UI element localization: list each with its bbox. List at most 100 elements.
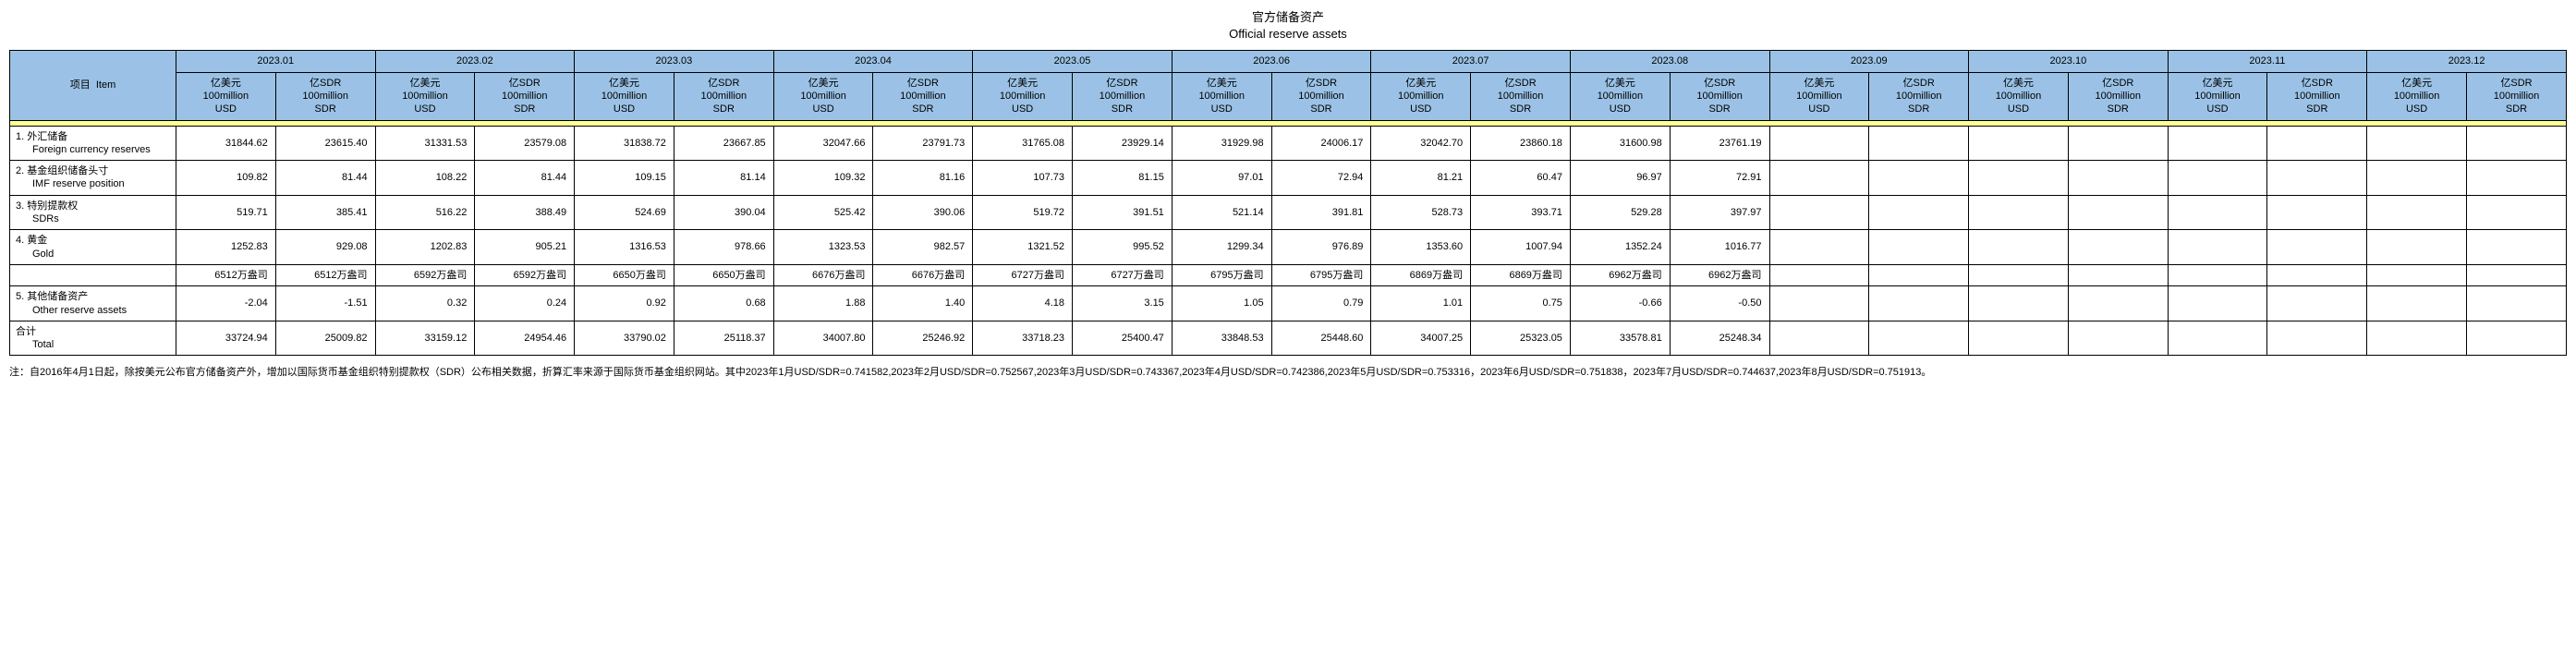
cell-value: 978.66 (674, 230, 773, 265)
header-month: 2023.02 (375, 51, 575, 72)
header-sdr: 亿SDR100millionSDR (275, 72, 375, 120)
cell-value: 24954.46 (475, 321, 575, 356)
cell-value: 33578.81 (1570, 321, 1670, 356)
cell-value (1769, 161, 1869, 196)
cell-value (2466, 286, 2566, 321)
cell-value: 0.68 (674, 286, 773, 321)
cell-value: -0.66 (1570, 286, 1670, 321)
cell-value: 6592万盎司 (375, 264, 475, 285)
header-usd: 亿美元100millionUSD (1570, 72, 1670, 120)
cell-value (2068, 161, 2168, 196)
cell-value (2466, 161, 2566, 196)
header-usd: 亿美元100millionUSD (375, 72, 475, 120)
cell-value (2367, 230, 2467, 265)
cell-value (2367, 264, 2467, 285)
cell-value: 995.52 (1073, 230, 1173, 265)
cell-value: 1316.53 (575, 230, 674, 265)
header-usd: 亿美元100millionUSD (2168, 72, 2267, 120)
cell-value: 32042.70 (1371, 126, 1471, 161)
cell-value: 982.57 (873, 230, 973, 265)
cell-value: 529.28 (1570, 195, 1670, 230)
cell-value: 390.06 (873, 195, 973, 230)
row-label: 1. 外汇储备Foreign currency reserves (10, 126, 176, 161)
table-row: 4. 黄金Gold1252.83929.081202.83905.211316.… (10, 230, 2567, 265)
cell-value: 1321.52 (973, 230, 1073, 265)
cell-value (2168, 321, 2267, 356)
cell-value: 23791.73 (873, 126, 973, 161)
row-label: 3. 特别提款权SDRs (10, 195, 176, 230)
cell-value (1969, 286, 2069, 321)
header-sdr: 亿SDR100millionSDR (2267, 72, 2367, 120)
header-usd: 亿美元100millionUSD (773, 72, 873, 120)
cell-value: 388.49 (475, 195, 575, 230)
cell-value: 23615.40 (275, 126, 375, 161)
cell-value: 109.32 (773, 161, 873, 196)
cell-value (2267, 195, 2367, 230)
cell-value (2267, 286, 2367, 321)
cell-value: 4.18 (973, 286, 1073, 321)
cell-value (1769, 195, 1869, 230)
cell-value (1769, 230, 1869, 265)
cell-value: 391.81 (1271, 195, 1371, 230)
header-month: 2023.05 (973, 51, 1173, 72)
header-sdr: 亿SDR100millionSDR (1471, 72, 1571, 120)
header-sdr: 亿SDR100millionSDR (475, 72, 575, 120)
header-month: 2023.03 (575, 51, 774, 72)
table-row: 3. 特别提款权SDRs519.71385.41516.22388.49524.… (10, 195, 2567, 230)
cell-value: 34007.80 (773, 321, 873, 356)
reserve-assets-table: 项目 Item2023.012023.022023.032023.042023.… (9, 50, 2567, 356)
cell-value: 528.73 (1371, 195, 1471, 230)
header-month: 2023.07 (1371, 51, 1571, 72)
cell-value (1769, 126, 1869, 161)
header-month: 2023.06 (1172, 51, 1371, 72)
cell-value (1869, 321, 1969, 356)
header-usd: 亿美元100millionUSD (575, 72, 674, 120)
cell-value: 516.22 (375, 195, 475, 230)
cell-value: 6592万盎司 (475, 264, 575, 285)
cell-value (1869, 264, 1969, 285)
cell-value (2367, 161, 2467, 196)
header-month: 2023.04 (773, 51, 973, 72)
cell-value: 397.97 (1670, 195, 1769, 230)
cell-value: 81.16 (873, 161, 973, 196)
cell-value: 23929.14 (1073, 126, 1173, 161)
cell-value: 6512万盎司 (176, 264, 276, 285)
cell-value: 108.22 (375, 161, 475, 196)
cell-value: 6727万盎司 (973, 264, 1073, 285)
cell-value (1869, 286, 1969, 321)
table-row: 合计Total33724.9425009.8233159.1224954.463… (10, 321, 2567, 356)
header-sdr: 亿SDR100millionSDR (1670, 72, 1769, 120)
header-sdr: 亿SDR100millionSDR (674, 72, 773, 120)
footnote: 注：自2016年4月1日起，除按美元公布官方储备资产外，增加以国际货币基金组织特… (9, 365, 2567, 381)
cell-value (1769, 286, 1869, 321)
header-month: 2023.08 (1570, 51, 1769, 72)
table-row: 5. 其他储备资产Other reserve assets-2.04-1.510… (10, 286, 2567, 321)
cell-value: 24006.17 (1271, 126, 1371, 161)
cell-value: 1.01 (1371, 286, 1471, 321)
header-sdr: 亿SDR100millionSDR (1271, 72, 1371, 120)
cell-value: 1016.77 (1670, 230, 1769, 265)
cell-value: 33848.53 (1172, 321, 1271, 356)
header-item-label: 项目 Item (10, 51, 176, 120)
cell-value (2168, 264, 2267, 285)
cell-value (1969, 321, 2069, 356)
cell-value: 6869万盎司 (1471, 264, 1571, 285)
cell-value: 6962万盎司 (1670, 264, 1769, 285)
cell-value (2466, 321, 2566, 356)
cell-value (2068, 126, 2168, 161)
cell-value: 23761.19 (1670, 126, 1769, 161)
cell-value: -0.50 (1670, 286, 1769, 321)
cell-value: 0.79 (1271, 286, 1371, 321)
cell-value: 6676万盎司 (773, 264, 873, 285)
cell-value: 0.24 (475, 286, 575, 321)
cell-value: -2.04 (176, 286, 276, 321)
cell-value: 905.21 (475, 230, 575, 265)
cell-value: 6727万盎司 (1073, 264, 1173, 285)
cell-value: 391.51 (1073, 195, 1173, 230)
cell-value (2168, 230, 2267, 265)
cell-value (1869, 195, 1969, 230)
cell-value: 31331.53 (375, 126, 475, 161)
cell-value: 107.73 (973, 161, 1073, 196)
page-title: 官方储备资产 Official reserve assets (9, 9, 2567, 42)
header-usd: 亿美元100millionUSD (1769, 72, 1869, 120)
